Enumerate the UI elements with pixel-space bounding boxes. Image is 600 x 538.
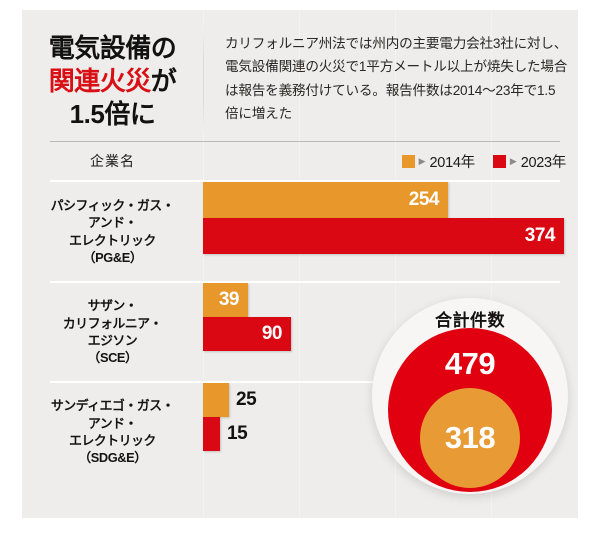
table-row: サザン・ カリフォルニア・ エジソン （SCE） 39 90 (22, 283, 578, 381)
header-divider (203, 24, 204, 136)
table-row: パシフィック・ガス・ アンド・ エレクトリック （PG&E） 254 374 (22, 182, 578, 281)
bar-2023-pge[interactable]: 374 (203, 218, 564, 254)
row-label-line: サンディエゴ・ガス・ (50, 398, 175, 414)
row-bars-pge: 254 374 (203, 182, 578, 281)
total-circle-2014[interactable] (420, 388, 520, 488)
bar-wrap-2023: 90 (203, 317, 578, 351)
row-label-line: サザン・ (87, 298, 138, 314)
infographic-panel: 電気設備の 関連火災が 1.5倍に カリフォルニア州法では州内の主要電力会社3社… (22, 10, 578, 518)
infographic-header: 電気設備の 関連火災が 1.5倍に カリフォルニア州法では州内の主要電力会社3社… (22, 10, 578, 141)
title-accent: 関連火災 (48, 65, 152, 96)
bar-value-2023-pge: 374 (524, 225, 556, 246)
title-suffix: が (150, 65, 177, 96)
row-label-line: （SCE） (87, 350, 138, 366)
bar-2014-pge[interactable]: 254 (203, 182, 448, 218)
lede-text: カリフォルニア州法では州内の主要電力会社3社に対し、電気設備関連の火災で1平方メ… (225, 36, 568, 122)
row-label-line: アンド・ (87, 215, 138, 231)
legend-rule-top (50, 141, 560, 142)
bar-2014-sdge[interactable] (203, 383, 229, 417)
row-label-line: エレクトリック (69, 232, 156, 248)
bar-value-2023-sdge: 15 (227, 423, 248, 444)
bar-value-2014-sdge: 25 (236, 389, 257, 410)
bar-wrap-2014: 25 (203, 383, 578, 417)
arrow-right-icon: ▶ (418, 155, 426, 166)
row-label-line: アンド・ (87, 415, 138, 431)
bar-value-2023-sce: 90 (261, 323, 283, 344)
row-label-line: （PG&E） (82, 249, 143, 265)
legend-label-2014: 2014年 (429, 154, 476, 171)
row-label-pge: パシフィック・ガス・ アンド・ エレクトリック （PG&E） (22, 197, 203, 267)
title-line-1: 電気設備の (48, 33, 177, 63)
row-label-line: パシフィック・ガス・ (50, 197, 175, 213)
legend-column-label: 企業名 (90, 153, 135, 169)
title-line-3: 1.5倍に (69, 98, 156, 129)
row-label-line: （SDG&E） (78, 450, 147, 466)
legend-item-2023[interactable]: ▶ 2023年 (492, 151, 567, 172)
legend-item-2014[interactable]: ▶ 2014年 (401, 151, 476, 172)
bar-2023-sce[interactable]: 90 (203, 317, 291, 351)
row-label-line: エレクトリック (69, 433, 156, 448)
bar-2023-sdge[interactable] (203, 417, 220, 451)
bar-wrap-2014: 39 (203, 283, 578, 317)
page-title: 電気設備の 関連火災が 1.5倍に (22, 10, 203, 141)
chart-rows: パシフィック・ガス・ アンド・ エレクトリック （PG&E） 254 374 (22, 182, 578, 481)
lede-block: カリフォルニア州法では州内の主要電力会社3社に対し、電気設備関連の火災で1平方メ… (203, 10, 578, 141)
row-separator (50, 281, 560, 283)
row-label-line: カリフォルニア・ (62, 315, 163, 331)
bar-value-2014-sce: 39 (218, 289, 240, 310)
bar-2014-sce[interactable]: 39 (203, 283, 248, 317)
table-row: サンディエゴ・ガス・ アンド・ エレクトリック （SDG&E） 25 15 (22, 383, 578, 481)
total-circle-title: 合計件数 (435, 311, 505, 330)
bar-value-2014-pge: 254 (408, 189, 440, 210)
row-label-sce: サザン・ カリフォルニア・ エジソン （SCE） (22, 297, 203, 367)
legend-row: 企業名 ▶ 2014年 ▶ 2023年 (22, 142, 578, 180)
total-circle-chart: 合計件数 479 318 (372, 298, 568, 494)
legend-swatch-2023 (492, 154, 506, 168)
row-bars-sce: 39 90 (203, 283, 578, 381)
total-value-2014: 318 (444, 420, 496, 455)
legend-items: ▶ 2014年 ▶ 2023年 (203, 151, 578, 172)
bar-wrap-2023: 374 (203, 218, 578, 254)
row-label-line: エジソン (87, 333, 138, 348)
bar-wrap-2023: 15 (203, 417, 578, 451)
legend-label-2023: 2023年 (520, 154, 567, 171)
title-line-2: 関連火災が (22, 65, 203, 98)
legend-swatch-2014 (401, 154, 415, 168)
row-label-sdge: サンディエゴ・ガス・ アンド・ エレクトリック （SDG&E） (22, 397, 203, 467)
row-separator (50, 381, 560, 383)
bar-wrap-2014: 254 (203, 182, 578, 218)
legend-rule-bottom (50, 180, 560, 182)
arrow-right-icon: ▶ (509, 155, 517, 166)
total-value-2023: 479 (444, 346, 496, 381)
row-bars-sdge: 25 15 (203, 383, 578, 481)
